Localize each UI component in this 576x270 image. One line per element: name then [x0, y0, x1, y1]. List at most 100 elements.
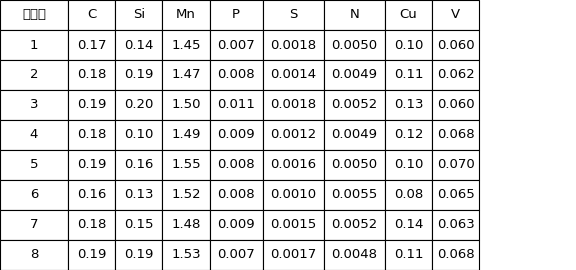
Bar — [324, 240, 385, 270]
Text: 0.009: 0.009 — [217, 129, 255, 141]
Bar — [263, 0, 324, 30]
Bar — [115, 210, 162, 240]
Bar — [432, 210, 479, 240]
Text: 1.50: 1.50 — [171, 99, 201, 112]
Text: 0.0052: 0.0052 — [331, 218, 377, 231]
Text: 0.16: 0.16 — [124, 158, 153, 171]
Bar — [162, 180, 210, 210]
Bar — [0, 90, 68, 120]
Text: 0.19: 0.19 — [77, 248, 106, 262]
Text: 0.15: 0.15 — [124, 218, 154, 231]
Bar — [210, 180, 263, 210]
Text: 0.11: 0.11 — [393, 69, 423, 82]
Text: 0.0017: 0.0017 — [270, 248, 316, 262]
Text: 1: 1 — [30, 39, 38, 52]
Text: Cu: Cu — [400, 8, 417, 22]
Text: 0.0016: 0.0016 — [270, 158, 316, 171]
Bar — [0, 120, 68, 150]
Text: 0.17: 0.17 — [77, 39, 107, 52]
Bar — [263, 60, 324, 90]
Bar — [210, 30, 263, 60]
Bar — [115, 150, 162, 180]
Bar — [324, 120, 385, 150]
Bar — [324, 90, 385, 120]
Bar — [385, 0, 432, 30]
Bar — [162, 0, 210, 30]
Bar — [385, 240, 432, 270]
Bar — [68, 180, 115, 210]
Bar — [0, 30, 68, 60]
Bar — [385, 180, 432, 210]
Bar — [0, 150, 68, 180]
Bar — [115, 0, 162, 30]
Bar — [432, 240, 479, 270]
Bar — [210, 240, 263, 270]
Text: 0.007: 0.007 — [217, 248, 255, 262]
Bar — [68, 150, 115, 180]
Bar — [385, 60, 432, 90]
Text: 1.49: 1.49 — [172, 129, 200, 141]
Text: 0.063: 0.063 — [437, 218, 475, 231]
Text: 0.008: 0.008 — [217, 158, 255, 171]
Text: 实施例: 实施例 — [22, 8, 46, 22]
Bar — [0, 0, 68, 30]
Bar — [432, 30, 479, 60]
Bar — [263, 240, 324, 270]
Bar — [324, 150, 385, 180]
Text: 0.08: 0.08 — [394, 188, 423, 201]
Text: 0.19: 0.19 — [124, 248, 153, 262]
Bar — [162, 60, 210, 90]
Text: 0.0010: 0.0010 — [270, 188, 316, 201]
Text: 0.070: 0.070 — [437, 158, 475, 171]
Bar — [385, 30, 432, 60]
Bar — [115, 30, 162, 60]
Text: 0.16: 0.16 — [77, 188, 106, 201]
Bar — [324, 210, 385, 240]
Bar — [115, 90, 162, 120]
Bar — [263, 90, 324, 120]
Bar — [115, 180, 162, 210]
Text: 0.13: 0.13 — [393, 99, 423, 112]
Text: 3: 3 — [30, 99, 38, 112]
Bar — [0, 240, 68, 270]
Bar — [263, 180, 324, 210]
Text: C: C — [87, 8, 96, 22]
Bar — [162, 240, 210, 270]
Text: S: S — [289, 8, 297, 22]
Text: 0.19: 0.19 — [77, 99, 106, 112]
Text: 0.20: 0.20 — [124, 99, 153, 112]
Bar — [263, 30, 324, 60]
Text: 0.060: 0.060 — [437, 39, 475, 52]
Text: 0.0049: 0.0049 — [331, 129, 377, 141]
Text: 6: 6 — [30, 188, 38, 201]
Bar — [162, 30, 210, 60]
Text: P: P — [232, 8, 240, 22]
Text: 0.0052: 0.0052 — [331, 99, 377, 112]
Bar — [432, 90, 479, 120]
Text: 0.0012: 0.0012 — [270, 129, 316, 141]
Bar — [324, 180, 385, 210]
Bar — [432, 60, 479, 90]
Text: 0.19: 0.19 — [77, 158, 106, 171]
Text: 8: 8 — [30, 248, 38, 262]
Bar — [385, 150, 432, 180]
Bar — [432, 150, 479, 180]
Bar — [162, 210, 210, 240]
Text: 0.008: 0.008 — [217, 69, 255, 82]
Text: 0.19: 0.19 — [124, 69, 153, 82]
Text: 5: 5 — [30, 158, 38, 171]
Bar — [324, 60, 385, 90]
Text: 0.062: 0.062 — [437, 69, 475, 82]
Text: 0.0048: 0.0048 — [331, 248, 377, 262]
Bar — [210, 90, 263, 120]
Text: 1.52: 1.52 — [171, 188, 201, 201]
Bar — [385, 120, 432, 150]
Text: 0.12: 0.12 — [393, 129, 423, 141]
Bar — [0, 180, 68, 210]
Text: 0.10: 0.10 — [124, 129, 153, 141]
Text: 7: 7 — [30, 218, 38, 231]
Bar — [432, 0, 479, 30]
Text: 0.11: 0.11 — [393, 248, 423, 262]
Text: 0.0014: 0.0014 — [270, 69, 316, 82]
Bar — [263, 150, 324, 180]
